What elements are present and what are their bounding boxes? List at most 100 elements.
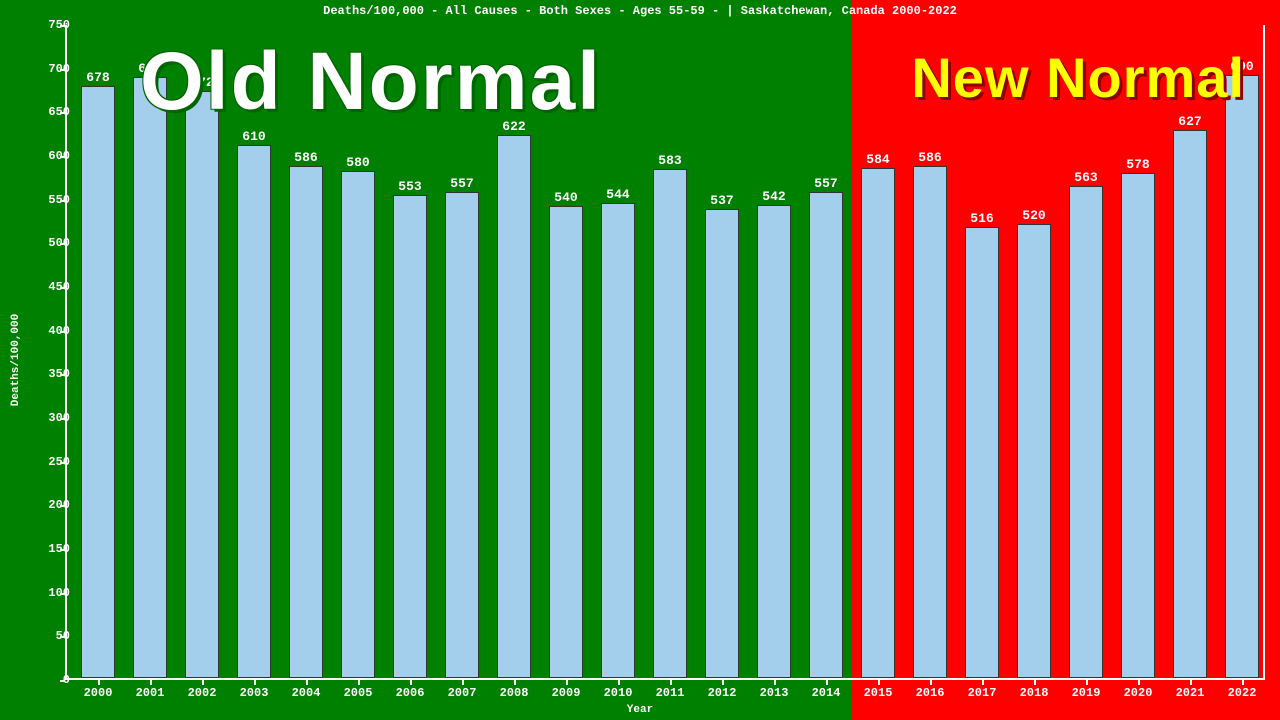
bar (1225, 75, 1259, 678)
x-tick (1190, 680, 1192, 685)
x-tick (566, 680, 568, 685)
bar-value-label: 586 (918, 150, 941, 165)
x-tick (982, 680, 984, 685)
y-tick-label: 500 (48, 236, 70, 250)
x-tick (254, 680, 256, 685)
x-tick-label: 2020 (1124, 686, 1153, 700)
x-tick-label: 2011 (656, 686, 685, 700)
bar (237, 145, 271, 678)
bar-value-label: 542 (762, 189, 785, 204)
x-tick (618, 680, 620, 685)
x-tick-label: 2008 (500, 686, 529, 700)
y-axis-line (65, 25, 67, 680)
x-tick-label: 2021 (1176, 686, 1205, 700)
bar (497, 135, 531, 678)
x-tick (462, 680, 464, 685)
bar (1069, 186, 1103, 678)
chart-title: Deaths/100,000 - All Causes - Both Sexes… (0, 4, 1280, 18)
bar (861, 168, 895, 678)
x-tick-label: 2003 (240, 686, 269, 700)
x-tick (774, 680, 776, 685)
x-tick-label: 2005 (344, 686, 373, 700)
x-tick-label: 2006 (396, 686, 425, 700)
y-axis-title: Deaths/100,000 (10, 314, 22, 406)
x-tick (202, 680, 204, 685)
bar (757, 205, 791, 678)
bar (393, 195, 427, 678)
bar (81, 86, 115, 678)
x-tick-label: 2016 (916, 686, 945, 700)
y-tick-label: 50 (56, 629, 70, 643)
bar (913, 166, 947, 678)
x-tick (670, 680, 672, 685)
bar (1121, 173, 1155, 678)
bar-value-label: 627 (1178, 114, 1201, 129)
y-tick-label: 650 (48, 105, 70, 119)
x-tick-label: 2015 (864, 686, 893, 700)
bar-value-label: 537 (710, 193, 733, 208)
y-tick-label: 250 (48, 455, 70, 469)
bar-value-label: 544 (606, 187, 629, 202)
bar (705, 209, 739, 678)
bar-value-label: 557 (450, 176, 473, 191)
x-axis-line (65, 678, 1265, 680)
x-tick (722, 680, 724, 685)
x-tick-label: 2007 (448, 686, 477, 700)
bar-value-label: 578 (1126, 157, 1149, 172)
new-normal-label: New Normal (911, 45, 1245, 110)
bar-value-label: 520 (1022, 208, 1045, 223)
x-tick-label: 2013 (760, 686, 789, 700)
x-tick (1086, 680, 1088, 685)
x-tick-label: 2001 (136, 686, 165, 700)
x-tick-label: 2002 (188, 686, 217, 700)
bar-value-label: 583 (658, 153, 681, 168)
bar (601, 203, 635, 678)
x-tick (306, 680, 308, 685)
x-tick-label: 2010 (604, 686, 633, 700)
y-tick-label: 400 (48, 324, 70, 338)
bar (1173, 130, 1207, 678)
bar (341, 171, 375, 678)
x-tick (878, 680, 880, 685)
x-tick-label: 2000 (84, 686, 113, 700)
bar-value-label: 516 (970, 211, 993, 226)
x-tick (410, 680, 412, 685)
y-tick-label: 300 (48, 411, 70, 425)
x-tick (1242, 680, 1244, 685)
right-axis-line (1263, 25, 1265, 680)
x-tick-label: 2022 (1228, 686, 1257, 700)
y-tick-label: 200 (48, 498, 70, 512)
x-tick-label: 2017 (968, 686, 997, 700)
bar (653, 169, 687, 678)
y-tick-label: 550 (48, 193, 70, 207)
x-tick (930, 680, 932, 685)
y-tick-label: 450 (48, 280, 70, 294)
y-tick-label: 600 (48, 149, 70, 163)
bar (809, 192, 843, 678)
x-tick (98, 680, 100, 685)
bar (549, 206, 583, 678)
x-tick-label: 2014 (812, 686, 841, 700)
y-tick-label: 350 (48, 367, 70, 381)
bar (1017, 224, 1051, 678)
x-tick-label: 2018 (1020, 686, 1049, 700)
bar-value-label: 580 (346, 155, 369, 170)
x-tick-label: 2004 (292, 686, 321, 700)
bar-value-label: 557 (814, 176, 837, 191)
old-normal-label: Old Normal (140, 35, 602, 129)
y-tick-label: 150 (48, 542, 70, 556)
x-tick (358, 680, 360, 685)
x-tick-label: 2019 (1072, 686, 1101, 700)
x-tick-label: 2012 (708, 686, 737, 700)
y-tick-label: 0 (63, 673, 70, 687)
x-tick-label: 2009 (552, 686, 581, 700)
bar (445, 192, 479, 678)
y-tick-label: 100 (48, 586, 70, 600)
x-tick (826, 680, 828, 685)
x-tick (1034, 680, 1036, 685)
x-tick (150, 680, 152, 685)
bar (185, 91, 219, 678)
bar-value-label: 540 (554, 190, 577, 205)
bar (965, 227, 999, 678)
bar-value-label: 553 (398, 179, 421, 194)
